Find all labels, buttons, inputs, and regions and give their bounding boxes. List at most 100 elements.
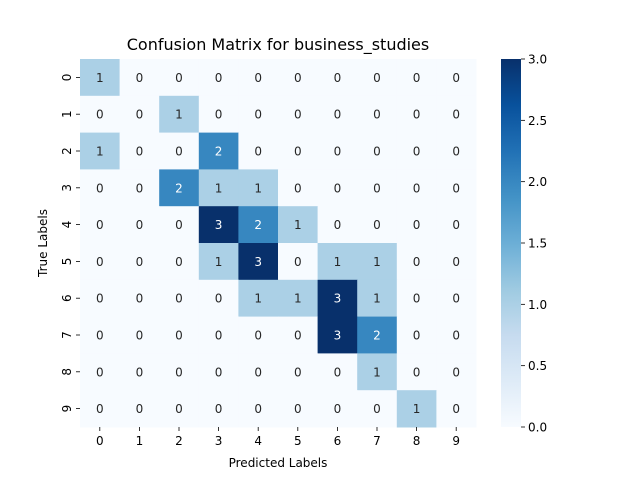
x-tick-label-7: 7 [373,434,381,448]
cell-value-3-6: 0 [334,181,342,195]
heatmap-cell-4-0 [80,206,121,244]
cell-value-0-1: 0 [136,71,144,85]
heatmap-cell-1-2 [159,95,200,134]
cell-value-0-3: 0 [215,71,223,85]
heatmap-cell-6-8 [396,279,437,318]
colorbar-tick-label: 0.0 [528,421,547,435]
heatmap-cell-5-9 [436,243,477,281]
heatmap-cell-2-7 [357,132,398,170]
cell-value-0-8: 0 [413,71,421,85]
cell-value-7-8: 0 [413,329,421,343]
heatmap-cell-6-3 [198,279,239,318]
cell-value-6-4: 1 [254,292,262,306]
heatmap-cell-7-2 [159,316,200,354]
heatmap-cell-8-7 [357,353,398,391]
cell-value-7-9: 0 [452,329,460,343]
heatmap-cell-9-7 [357,390,398,428]
heatmap-cell-4-7 [357,206,398,244]
cell-value-5-7: 1 [373,255,381,269]
heatmap-cell-4-5 [278,206,319,244]
heatmap-cell-7-5 [278,316,319,354]
heatmap-cell-7-0 [80,316,121,354]
y-axis-ticks: 0 1 2 3 4 5 6 7 8 9 [60,74,80,413]
colorbar-tick-label: 0.5 [528,359,547,373]
y-tick-label-9: 9 [60,405,74,413]
heatmap-cell-3-2 [159,169,200,207]
cell-value-1-4: 0 [254,108,262,122]
cell-value-4-5: 1 [294,218,302,232]
heatmap-cell-0-3 [198,59,239,97]
heatmap-cell-0-2 [159,59,200,97]
cell-value-4-8: 0 [413,218,421,232]
cell-value-5-2: 0 [175,255,183,269]
cell-value-9-5: 0 [294,402,302,416]
heatmap-cell-1-5 [278,95,319,134]
cell-value-8-5: 0 [294,365,302,379]
heatmap-cell-7-6 [317,316,358,354]
heatmap-cell-0-5 [278,59,319,97]
cell-value-9-3: 0 [215,402,223,416]
y-tick-label-5: 5 [60,258,74,266]
cell-value-5-3: 1 [215,255,223,269]
x-tick-label-9: 9 [452,434,460,448]
heatmap-cell-4-6 [317,206,358,244]
cell-value-2-1: 0 [136,145,144,159]
cell-value-6-9: 0 [452,292,460,306]
heatmap-cell-4-2 [159,206,200,244]
cell-value-9-4: 0 [254,402,262,416]
cell-value-8-1: 0 [136,365,144,379]
cell-value-0-7: 0 [373,71,381,85]
cell-value-7-0: 0 [96,329,104,343]
cell-value-0-6: 0 [334,71,342,85]
cell-value-1-3: 0 [215,108,223,122]
cell-value-6-0: 0 [96,292,104,306]
cell-value-7-4: 0 [254,329,262,343]
cell-value-1-6: 0 [334,108,342,122]
heatmap-cell-1-7 [357,95,398,134]
cell-value-0-0: 1 [96,71,104,85]
heatmap-cell-9-5 [278,390,319,428]
cell-value-0-2: 0 [175,71,183,85]
heatmap-cell-4-3 [198,206,239,244]
heatmap-cell-8-9 [436,353,477,391]
cell-value-8-7: 1 [373,365,381,379]
cell-value-8-0: 0 [96,365,104,379]
x-tick-label-8: 8 [413,434,421,448]
x-tick-label-5: 5 [294,434,302,448]
cell-value-5-6: 1 [334,255,342,269]
colorbar-tick-label: 1.5 [528,237,547,251]
colorbar [501,59,521,427]
cell-value-8-3: 0 [215,365,223,379]
heatmap-cell-5-0 [80,243,121,281]
x-axis-label: Predicted Labels [229,456,328,470]
heatmap-cell-0-6 [317,59,358,97]
heatmap-cell-7-7 [357,316,398,354]
heatmap-cell-7-1 [119,316,160,354]
heatmap-cell-0-0 [80,59,121,97]
cell-value-3-3: 1 [215,181,223,195]
heatmap-cell-6-6 [317,279,358,318]
cell-value-7-1: 0 [136,329,144,343]
cell-value-7-6: 3 [334,329,342,343]
y-tick-label-7: 7 [60,331,74,339]
heatmap-cell-5-6 [317,243,358,281]
cell-value-6-8: 0 [413,292,421,306]
x-axis-ticks: 0 1 2 3 4 5 6 7 8 9 [96,427,460,448]
heatmap-cell-2-4 [238,132,279,170]
cell-value-5-8: 0 [413,255,421,269]
heatmap-cell-9-6 [317,390,358,428]
cell-value-7-7: 2 [373,329,381,343]
cell-value-9-0: 0 [96,402,104,416]
cell-value-8-9: 0 [452,365,460,379]
y-tick-label-8: 8 [60,368,74,376]
heatmap-cell-9-4 [238,390,279,428]
heatmap-cell-0-9 [436,59,477,97]
heatmap-cell-2-8 [396,132,437,170]
cell-value-0-4: 0 [254,71,262,85]
cell-value-1-7: 0 [373,108,381,122]
heatmap-cell-2-5 [278,132,319,170]
heatmap-cell-8-6 [317,353,358,391]
heatmap-cell-3-8 [396,169,437,207]
cell-value-4-0: 0 [96,218,104,232]
cell-value-6-1: 0 [136,292,144,306]
